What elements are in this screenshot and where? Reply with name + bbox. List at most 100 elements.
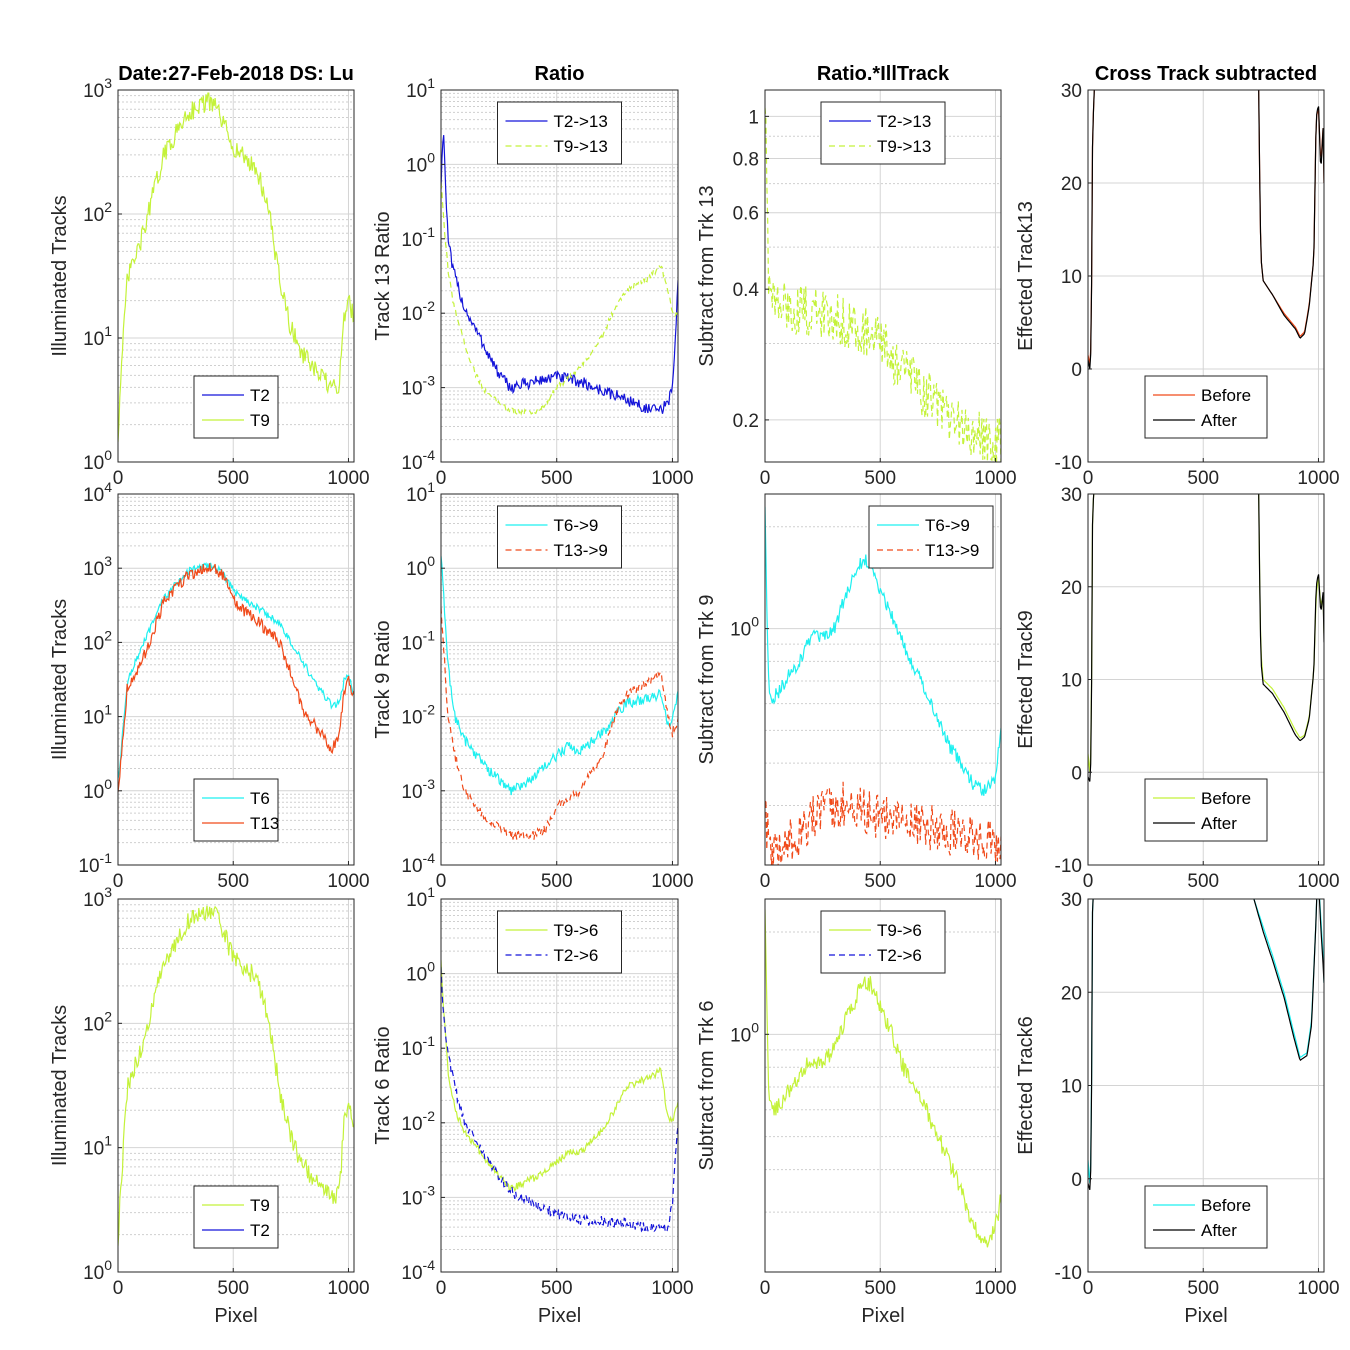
- x-axis-label: Pixel: [538, 1305, 581, 1327]
- legend-box: [497, 910, 622, 974]
- x-tick-label: 500: [864, 1278, 896, 1299]
- y-tick-label: 10-1: [401, 224, 435, 251]
- grid: [118, 899, 354, 1272]
- axes-frame: [764, 898, 1002, 1273]
- x-axis-label: Pixel: [861, 1305, 904, 1327]
- x-axis-label: Pixel: [214, 1305, 257, 1327]
- y-axis-label: Illuminated Tracks: [49, 1005, 71, 1166]
- legend-label: T13->9: [925, 541, 979, 560]
- x-tick-label: 0: [1083, 1278, 1094, 1299]
- legend: T9->6 T2->6: [497, 910, 622, 974]
- subplot-r1c2: 0 500 1000 10-4 10-3 10-2 10-1 100 101 Ratio Track…: [372, 63, 694, 489]
- y-tick-label: 10-1: [401, 627, 435, 654]
- y-tick-label: 101: [406, 884, 435, 911]
- y-tick-label: 10-2: [401, 1108, 435, 1135]
- y-tick-label: 100: [406, 149, 435, 176]
- x-tick-label: 1000: [974, 1278, 1016, 1299]
- panel-title: Ratio.*IllTrack: [817, 63, 950, 85]
- legend-box: [497, 101, 622, 165]
- legend-box: [1144, 375, 1268, 439]
- y-tick-label: 10-4: [401, 1257, 435, 1284]
- y-axis-label: Track 6 Ratio: [372, 1026, 394, 1144]
- legend-box: [497, 505, 622, 569]
- y-tick-label: 10-3: [401, 776, 435, 803]
- y-tick-label: 101: [406, 75, 435, 102]
- legend-label: T9->13: [877, 137, 931, 156]
- legend: T2->13 T9->13: [820, 101, 946, 165]
- legend-label: After: [1201, 814, 1237, 833]
- y-tick-label: -10: [1055, 856, 1082, 877]
- y-tick-label: 30: [1061, 485, 1082, 506]
- legend: T9->6 T2->6: [820, 910, 946, 974]
- y-tick-label: 10-3: [401, 1182, 435, 1209]
- y-tick-label: 10-2: [401, 702, 435, 729]
- legend-label: Before: [1201, 386, 1251, 405]
- y-tick-label: 10-1: [401, 1033, 435, 1060]
- y-axis-label: Track 9 Ratio: [372, 620, 394, 738]
- x-axis-label: Pixel: [1184, 1305, 1227, 1327]
- y-tick-label: 100: [730, 614, 759, 641]
- subplot-r3c1: 0 500 1000 100 101 102 103 Pixel Illuminated Tra…: [49, 884, 370, 1327]
- y-tick-label: 100: [83, 1257, 112, 1284]
- series-line-t9-13: [765, 107, 1001, 462]
- x-tick-label: 500: [864, 871, 896, 892]
- y-tick-label: 102: [83, 199, 112, 226]
- x-tick-label: 500: [1187, 468, 1219, 489]
- y-tick-label: 10-2: [401, 298, 435, 325]
- legend-label: After: [1201, 1221, 1237, 1240]
- x-tick-label: 0: [760, 871, 771, 892]
- y-tick-label: 10: [1061, 267, 1082, 288]
- legend: Before After: [1144, 375, 1268, 439]
- legend-box: [820, 910, 946, 974]
- plot-area: [118, 905, 354, 1246]
- legend-label: T6: [250, 789, 270, 808]
- legend: Before After: [1144, 778, 1268, 842]
- y-tick-label: 100: [406, 553, 435, 580]
- y-axis-label: Effected Track6: [1015, 1016, 1037, 1155]
- x-tick-label: 0: [760, 468, 771, 489]
- y-tick-label: 102: [83, 1008, 112, 1035]
- x-tick-label: 1000: [1297, 1278, 1339, 1299]
- x-tick-label: 1000: [327, 1278, 369, 1299]
- y-tick-label: 101: [83, 323, 112, 350]
- series-line-t2-6: [441, 966, 678, 1234]
- series-line-t9-13: [441, 182, 678, 417]
- y-tick-label: 101: [406, 479, 435, 506]
- y-axis-label: Subtract from Trk 13: [696, 185, 718, 366]
- y-axis-label: Subtract from Trk 9: [696, 594, 718, 764]
- y-tick-label: 102: [83, 627, 112, 654]
- x-tick-label: 1000: [1297, 871, 1339, 892]
- x-tick-label: 1000: [651, 1278, 693, 1299]
- x-tick-label: 0: [113, 1278, 124, 1299]
- plot-area: [441, 555, 678, 841]
- x-tick-label: 500: [1187, 871, 1219, 892]
- series-line-before: [1088, 494, 1324, 773]
- x-tick-label: 500: [541, 1278, 573, 1299]
- plot-area: [765, 506, 1001, 865]
- legend-label: T6->9: [925, 516, 970, 535]
- subplot-r1c1: 0 500 1000 100 101 102 103 Date:27-Feb-2018 DS:…: [49, 63, 370, 489]
- axes-frame: [440, 89, 679, 463]
- x-tick-label: 1000: [651, 871, 693, 892]
- y-tick-label: 0.4: [733, 280, 760, 301]
- y-tick-label: 1: [748, 107, 759, 128]
- y-tick-label: 100: [83, 776, 112, 803]
- plot-area: [118, 562, 354, 793]
- y-axis-label: Track 13 Ratio: [372, 211, 394, 340]
- y-tick-label: 0: [1071, 763, 1082, 784]
- subplot-r2c2: 0 500 1000 10-4 10-3 10-2 10-1 100 101 Track 9 Ra…: [372, 479, 694, 892]
- plot-area: [118, 92, 354, 442]
- x-tick-label: 0: [113, 468, 124, 489]
- y-axis-label: Illuminated Tracks: [49, 195, 71, 356]
- legend-box: [193, 778, 279, 842]
- plot-area: [1088, 90, 1324, 370]
- y-tick-label: 0: [1071, 360, 1082, 381]
- x-tick-label: 0: [436, 468, 447, 489]
- legend-box: [820, 101, 946, 165]
- y-tick-label: 101: [83, 702, 112, 729]
